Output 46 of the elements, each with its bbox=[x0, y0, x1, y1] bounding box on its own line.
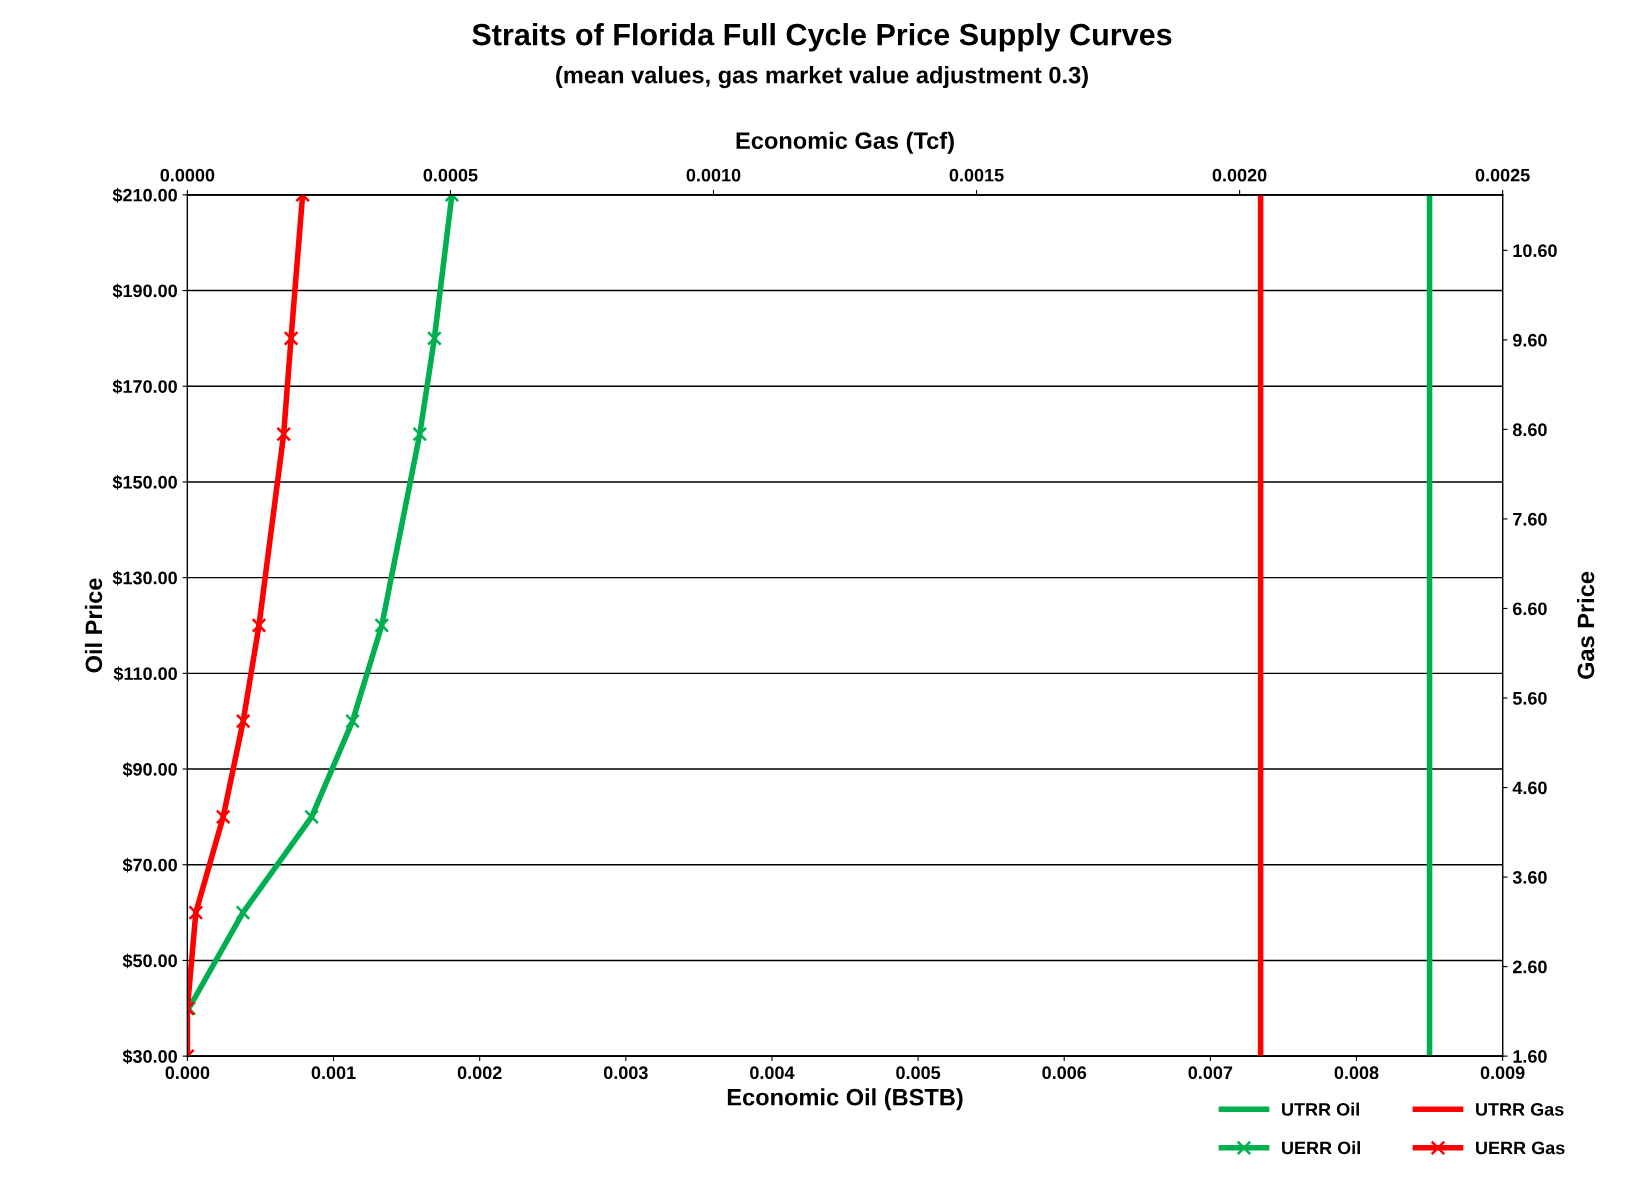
x2-tick-label: 0.0025 bbox=[1475, 168, 1530, 182]
x-tick-label: 0.002 bbox=[457, 1066, 502, 1080]
x2-tick-label: 0.0005 bbox=[423, 168, 478, 182]
y-tick-label: $70.00 bbox=[122, 857, 177, 873]
x2-tick-label: 0.0010 bbox=[686, 168, 741, 182]
legend-label: UERR Oil bbox=[1282, 1141, 1360, 1155]
x-tick-label: 0.006 bbox=[1042, 1066, 1087, 1080]
x-tick-label: 0.009 bbox=[1480, 1066, 1525, 1080]
y-axis-title: Oil Price bbox=[84, 578, 103, 673]
y2-tick-label: 2.60 bbox=[1512, 960, 1547, 974]
x-tick-label: 0.001 bbox=[311, 1066, 356, 1080]
x-tick-label: 0.004 bbox=[750, 1066, 795, 1080]
x-tick-label: 0.000 bbox=[165, 1066, 210, 1080]
legend-label: UTRR Oil bbox=[1282, 1102, 1359, 1116]
x2-axis-title: Economic Gas (Tcf) bbox=[736, 131, 954, 154]
y-tick-label: $90.00 bbox=[122, 762, 177, 777]
x-tick-label: 0.003 bbox=[603, 1066, 648, 1080]
y-tick-label: $170.00 bbox=[112, 379, 177, 395]
x-tick-label: 0.008 bbox=[1334, 1066, 1379, 1080]
y2-tick-label: 3.60 bbox=[1512, 871, 1547, 884]
y2-tick-label: 10.60 bbox=[1513, 244, 1557, 258]
y-tick-label: $210.00 bbox=[112, 187, 177, 203]
chart-title: Straits of Florida Full Cycle Price Supply Curves bbox=[472, 23, 1172, 52]
x-tick-label: 0.005 bbox=[896, 1066, 941, 1080]
chart-subtitle: (mean values, gas market value adjustment 0.3) bbox=[556, 66, 1088, 89]
legend-label: UERR Gas bbox=[1476, 1141, 1565, 1155]
x-axis-title: Economic Oil (BSTB) bbox=[727, 1088, 963, 1111]
y2-tick-label: 5.60 bbox=[1512, 691, 1547, 705]
y-tick-label: $110.00 bbox=[113, 666, 177, 682]
y-tick-label: $30.00 bbox=[122, 1049, 177, 1065]
x2-tick-label: 0.0015 bbox=[949, 168, 1004, 182]
y-tick-label: $190.00 bbox=[112, 283, 177, 299]
y2-tick-label: 1.60 bbox=[1513, 1050, 1547, 1063]
y-tick-label: $130.00 bbox=[112, 570, 177, 586]
x-tick-label: 0.007 bbox=[1188, 1066, 1233, 1080]
legend-label: UTRR Gas bbox=[1476, 1103, 1564, 1116]
y2-tick-label: 7.60 bbox=[1513, 512, 1547, 526]
y2-tick-label: 9.60 bbox=[1512, 333, 1547, 347]
y-tick-label: $50.00 bbox=[122, 953, 177, 969]
y2-tick-label: 4.60 bbox=[1512, 781, 1547, 795]
x2-tick-label: 0.0020 bbox=[1212, 168, 1267, 182]
y2-tick-label: 6.60 bbox=[1513, 602, 1547, 616]
y2-tick-label: 8.60 bbox=[1512, 423, 1547, 437]
y-tick-label: $150.00 bbox=[112, 475, 177, 490]
y2-axis-title: Gas Price bbox=[1576, 571, 1595, 679]
x2-tick-label: 0.0000 bbox=[160, 168, 215, 182]
